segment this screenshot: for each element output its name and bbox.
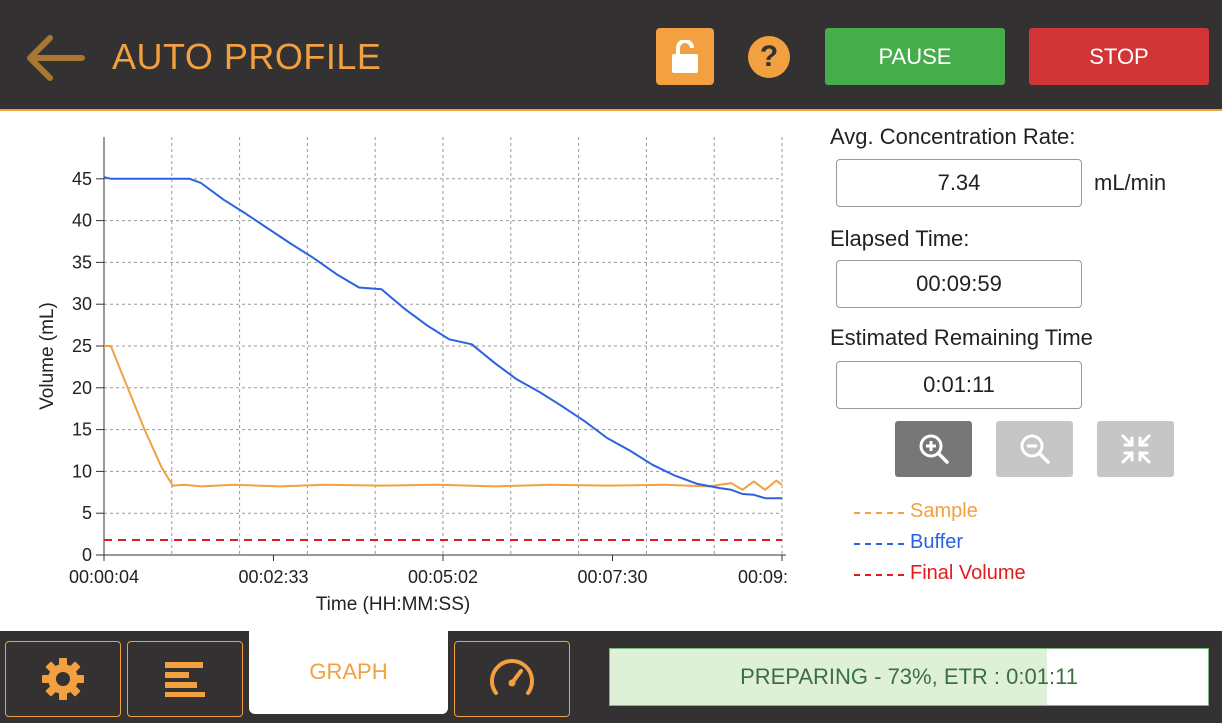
concentration-rate-value: 7.34: [836, 159, 1082, 207]
gauge-icon: [490, 659, 534, 695]
y-tick-label: 40: [72, 211, 92, 231]
legend-sample-swatch: [854, 511, 904, 514]
remaining-time-label: Estimated Remaining Time: [830, 325, 1093, 350]
zoom-out-icon: [1020, 434, 1050, 464]
x-tick-clip: [788, 563, 800, 593]
x-axis-label: Time (HH:MM:SS): [316, 594, 470, 615]
concentration-rate-label: Avg. Concentration Rate:: [830, 124, 1076, 149]
elapsed-time-value: 00:09:59: [836, 260, 1082, 308]
y-tick-label: 25: [72, 336, 92, 356]
stop-button[interactable]: STOP: [1029, 28, 1209, 85]
elapsed-time-label: Elapsed Time:: [830, 226, 970, 251]
progress-fill: [610, 649, 1047, 705]
y-tick-label: 20: [72, 378, 92, 398]
x-tick-label: 00:05:02: [408, 567, 478, 587]
collapse-icon: [1121, 434, 1150, 464]
series-line-buffer: [103, 176, 782, 500]
y-axis-label: Volume (mL): [37, 302, 58, 410]
y-tick-label: 35: [72, 252, 92, 272]
zoom-reset-button[interactable]: [1097, 421, 1174, 477]
remaining-time-value: 0:01:11: [836, 361, 1082, 409]
unlock-icon: [672, 39, 698, 73]
y-tick-label: 15: [72, 420, 92, 440]
legend-buffer-swatch: [854, 542, 904, 545]
y-tick-label: 30: [72, 294, 92, 314]
legend-final-volume-label: Final Volume: [910, 562, 1026, 584]
progress-bar: PREPARING - 73%, ETR : 0:01:11: [609, 648, 1209, 706]
zoom-in-icon: [919, 434, 949, 464]
x-tick-label: 00:07:30: [577, 567, 647, 587]
x-tick-label: 00:09:59: [738, 567, 800, 587]
zoom-in-button[interactable]: [895, 421, 972, 477]
gear-icon: [42, 658, 84, 700]
y-tick-label: 0: [82, 545, 92, 565]
legend-buffer: Buffer: [854, 531, 963, 554]
legend-final-volume-swatch: [854, 573, 904, 576]
legend-buffer-label: Buffer: [910, 531, 963, 553]
y-tick-label: 5: [82, 503, 92, 523]
legend-final-volume: Final Volume: [854, 562, 1026, 585]
series-line-sample: [104, 345, 783, 491]
concentration-rate-unit: mL/min: [1094, 170, 1167, 195]
back-button[interactable]: [22, 28, 88, 88]
volume-chart: 0 5 10 15 20 25 30 35 40 45 00:00:04 00:02:33 00:05:…: [37, 137, 800, 615]
page-title: AUTO PROFILE: [112, 36, 382, 77]
pause-button[interactable]: PAUSE: [825, 28, 1005, 85]
zoom-out-button[interactable]: [996, 421, 1073, 477]
legend-sample: Sample: [854, 500, 978, 523]
legend-sample-label: Sample: [910, 500, 978, 522]
progress-status-text: PREPARING - 73%, ETR : 0:01:11: [740, 664, 1078, 689]
header-bar: AUTO PROFILE ? PAUSE STOP: [0, 0, 1222, 111]
tab-settings[interactable]: [5, 641, 121, 717]
arrow-left-icon: [27, 35, 85, 81]
x-tick-label: 00:00:04: [69, 567, 139, 587]
y-tick-label: 10: [72, 461, 92, 481]
help-button[interactable]: ?: [748, 36, 790, 78]
list-bars-icon: [165, 662, 205, 697]
y-tick-label: 45: [72, 169, 92, 189]
x-tick-label: 00:02:33: [238, 567, 308, 587]
lock-button[interactable]: [656, 28, 714, 85]
tab-graph[interactable]: GRAPH: [249, 631, 448, 714]
tab-list[interactable]: [127, 641, 243, 717]
tab-dashboard[interactable]: [454, 641, 570, 717]
